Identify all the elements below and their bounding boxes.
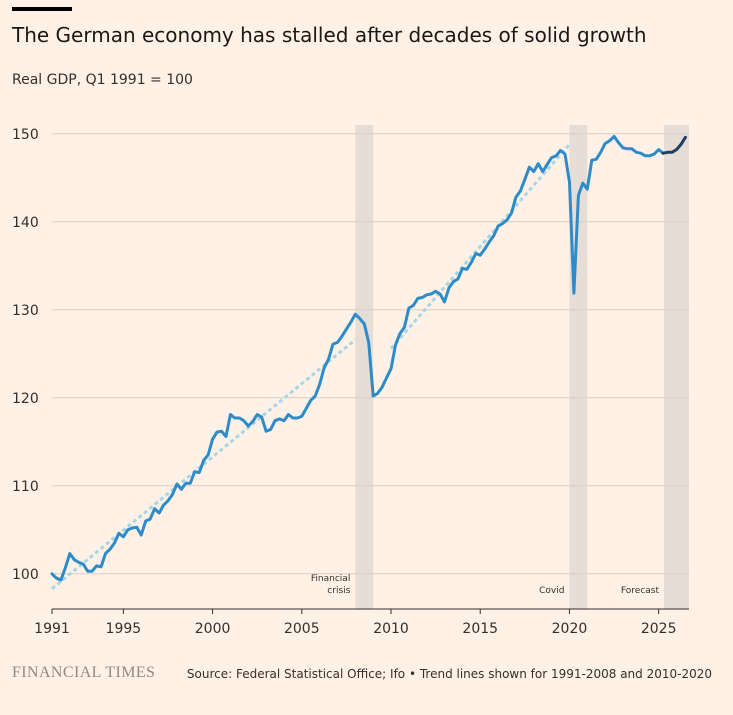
shading-label-0-0: Financial (311, 574, 350, 584)
source-note: Source: Federal Statistical Office; Ifo … (186, 667, 712, 681)
trend-lines (51, 143, 571, 590)
chart-title: The German economy has stalled after dec… (12, 23, 647, 47)
gdp-actual-line (50, 134, 665, 582)
y-tick-label-150: 150 (12, 127, 39, 143)
gridlines (52, 133, 689, 575)
x-tick-label-2025: 2025 (641, 621, 677, 637)
shading-label-2-0: Forecast (621, 586, 660, 596)
gdp-line-chart: 100 110 120 130 140 150 1991 1995 2000 2005 2010 2… (12, 125, 689, 637)
y-tick-label-120: 120 (12, 391, 39, 407)
shaded-region-0 (355, 125, 374, 609)
ft-logo: FINANCIAL TIMES (12, 664, 156, 681)
shading-annotations: Financial crisis Covid Forecast (311, 574, 660, 596)
x-tick-label-2005: 2005 (284, 621, 320, 637)
y-tick-label-140: 140 (12, 215, 39, 231)
y-tick-label-110: 110 (12, 479, 39, 495)
shading-label-0-1: crisis (327, 586, 350, 596)
x-tick-label-2015: 2015 (462, 621, 498, 637)
top-rule (12, 7, 72, 11)
trend-line-3 (389, 143, 571, 350)
y-tick-label-100: 100 (12, 567, 39, 583)
shading-label-1-0: Covid (539, 586, 564, 596)
shaded-region-2 (664, 125, 689, 609)
chart-subtitle: Real GDP, Q1 1991 = 100 (12, 72, 193, 88)
series-lines (50, 134, 687, 582)
x-tick-label-1991: 1991 (34, 621, 70, 637)
x-tick-label-2020: 2020 (552, 621, 588, 637)
shaded-regions (355, 125, 689, 609)
x-tick-label-1995: 1995 (106, 621, 142, 637)
y-axis-labels: 100 110 120 130 140 150 (12, 127, 39, 583)
y-tick-label-130: 130 (12, 303, 39, 319)
x-tick-label-2000: 2000 (195, 621, 231, 637)
x-axis: 1991 1995 2000 2005 2010 2015 2020 2025 (34, 608, 689, 637)
shaded-region-1 (569, 125, 588, 609)
forecast-line (661, 135, 687, 155)
x-tick-label-2010: 2010 (373, 621, 409, 637)
